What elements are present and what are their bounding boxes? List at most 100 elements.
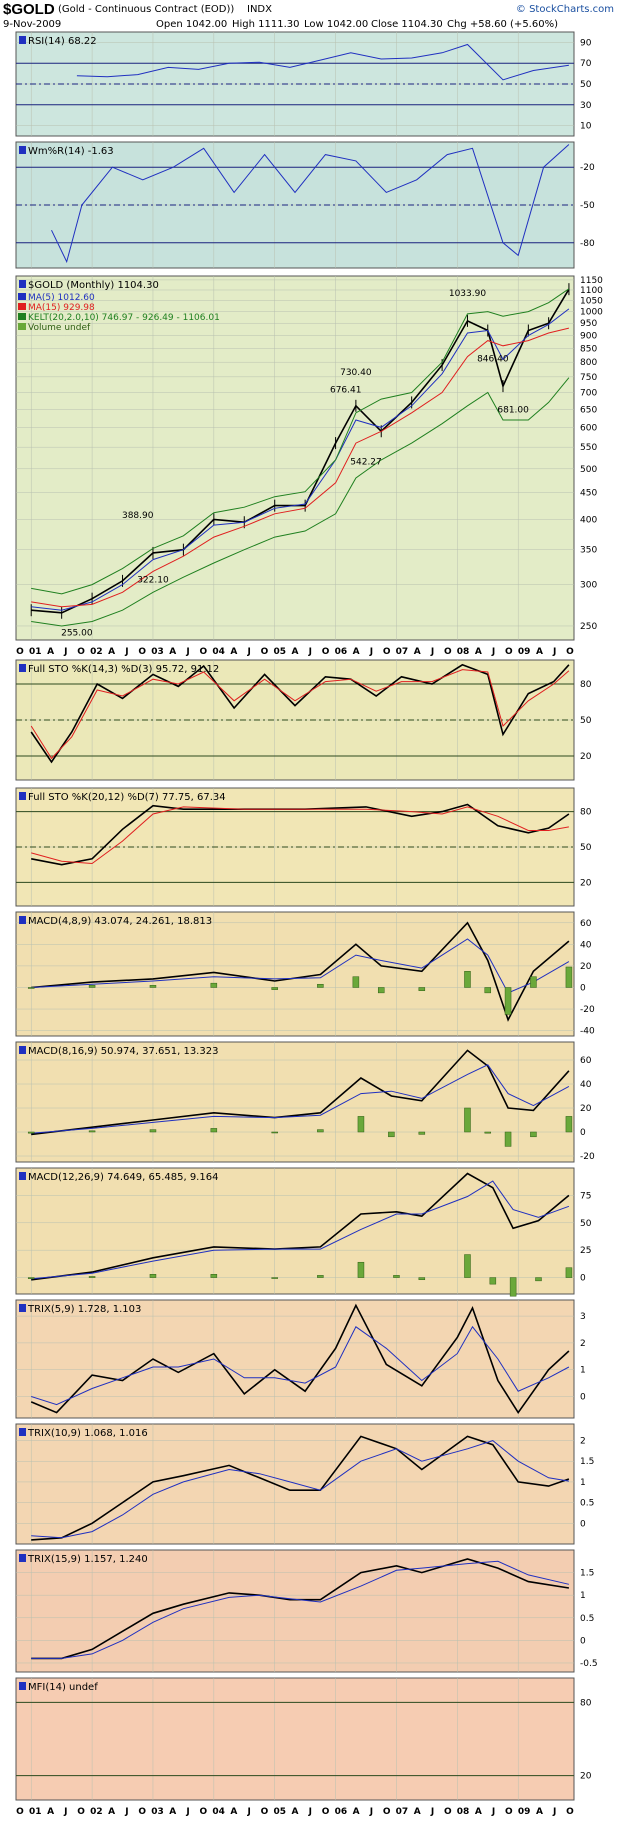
y-tick-label: 400 xyxy=(580,515,597,525)
x-tick-label: J xyxy=(491,1807,495,1817)
panel-icon xyxy=(19,1046,26,1054)
y-tick-label: -20 xyxy=(580,163,595,173)
y-tick-label: 900 xyxy=(580,331,597,341)
x-tick-label: 06 xyxy=(335,1807,348,1817)
y-tick-label: -40 xyxy=(580,1027,595,1037)
histogram-bar xyxy=(357,1116,365,1133)
series-line xyxy=(31,806,569,865)
panel-title: MACD(4,8,9) 43.074, 24.261, 18.813 xyxy=(28,916,212,927)
x-tick-label: A xyxy=(292,1807,299,1817)
panel-title: TRIX(15,9) 1.157, 1.240 xyxy=(27,1554,148,1565)
x-tick-label: 03 xyxy=(151,647,164,657)
x-tick-label: 07 xyxy=(396,647,409,657)
x-tick-label: J xyxy=(491,647,495,657)
histogram-bar xyxy=(388,1131,395,1138)
panel-title: MACD(8,16,9) 50.974, 37.651, 13.323 xyxy=(28,1046,218,1057)
legend-entry: KELT(20,2.0,10) 746.97 - 926.49 - 1106.0… xyxy=(28,313,220,323)
histogram-bar xyxy=(464,1254,471,1278)
histogram-bar xyxy=(149,1274,157,1278)
x-tick-label: J xyxy=(124,1807,128,1817)
x-tick-label: A xyxy=(292,647,299,657)
price-annotation: 255.00 xyxy=(61,628,93,638)
series-line xyxy=(31,1558,570,1660)
price-annotation: 676.41 xyxy=(330,385,362,395)
histogram-bar xyxy=(210,1274,218,1278)
x-tick-label: O xyxy=(77,1807,85,1817)
y-tick-label: -20 xyxy=(580,1005,595,1015)
x-tick-label: 03 xyxy=(151,1807,164,1817)
y-tick-label: 750 xyxy=(580,373,597,383)
histogram-bar xyxy=(317,1275,324,1278)
price-annotation: 388.90 xyxy=(122,511,154,521)
x-tick-label: O xyxy=(444,1807,452,1817)
histogram-bar xyxy=(535,1277,542,1282)
y-tick-label: 60 xyxy=(580,919,592,929)
x-tick-label: 05 xyxy=(273,1807,286,1817)
x-tick-label: 02 xyxy=(90,1807,103,1817)
chart-header: $GOLD (Gold - Continuous Contract (EOD))… xyxy=(0,0,620,32)
panel-background xyxy=(15,275,575,641)
x-tick-label: O xyxy=(77,647,85,657)
legend-swatch xyxy=(18,293,26,300)
y-tick-label: 75 xyxy=(580,1191,591,1201)
y-tick-label: 850 xyxy=(580,344,597,354)
series-line xyxy=(31,327,570,608)
panel-icon xyxy=(19,1304,26,1312)
series-line xyxy=(31,1180,570,1280)
series-line xyxy=(30,1303,570,1415)
panel-icon xyxy=(19,1428,26,1436)
panel-title: RSI(14) 68.22 xyxy=(28,36,97,47)
y-tick-label: 1.5 xyxy=(580,1569,594,1579)
histogram-bar xyxy=(418,1131,426,1135)
series-line xyxy=(76,43,569,81)
x-tick-label: O xyxy=(200,1807,208,1817)
histogram-bar xyxy=(418,987,426,991)
panel-background xyxy=(15,1423,575,1545)
histogram-bar xyxy=(565,1116,573,1133)
panel-icon xyxy=(19,916,26,924)
x-tick-label: A xyxy=(169,647,176,657)
histogram-bar xyxy=(88,985,96,988)
close-value: Close 1104.30 xyxy=(371,19,443,30)
y-tick-label: 3 xyxy=(580,1312,586,1322)
series-line xyxy=(31,1325,570,1406)
histogram-bar xyxy=(27,987,35,989)
x-tick-label: 08 xyxy=(457,1807,470,1817)
y-tick-label: 40 xyxy=(580,940,592,950)
change-value: Chg +58.60 (+5.60%) xyxy=(447,19,558,30)
symbol-title: $GOLD xyxy=(3,1,55,18)
x-tick-label: J xyxy=(185,1807,189,1817)
panel-9 xyxy=(15,1423,575,1545)
panel-title: $GOLD (Monthly) 1104.30 xyxy=(28,280,159,291)
x-tick-label: A xyxy=(108,1807,115,1817)
x-tick-label: 05 xyxy=(273,647,286,657)
y-tick-label: 20 xyxy=(580,1772,592,1782)
panel-7 xyxy=(15,1167,575,1297)
y-tick-label: -0.5 xyxy=(580,1659,598,1669)
series-line xyxy=(30,669,570,760)
y-tick-label: 550 xyxy=(580,443,597,453)
brand-logo[interactable]: © StockCharts.com xyxy=(515,4,614,15)
legend-swatch xyxy=(18,323,26,330)
y-tick-label: 1 xyxy=(580,1591,586,1601)
y-tick-label: 1100 xyxy=(580,286,603,296)
panel-3 xyxy=(15,659,575,781)
series-line xyxy=(31,1440,569,1539)
y-tick-label: 0 xyxy=(580,1636,586,1646)
panel-icon xyxy=(19,146,26,154)
histogram-bar xyxy=(484,987,492,994)
x-tick-label: J xyxy=(63,1807,67,1817)
high-value: High 1111.30 xyxy=(232,19,300,30)
y-tick-label: 700 xyxy=(580,388,597,398)
y-tick-label: 90 xyxy=(580,38,592,48)
y-tick-label: 80 xyxy=(580,680,592,690)
x-tick-label: O xyxy=(383,647,391,657)
histogram-bar xyxy=(504,1131,512,1147)
y-tick-label: -50 xyxy=(580,201,595,211)
y-tick-label: 350 xyxy=(580,546,597,556)
panel-background xyxy=(15,911,575,1037)
x-tick-label: O xyxy=(505,1807,513,1817)
panel-title: TRIX(10,9) 1.068, 1.016 xyxy=(27,1428,148,1439)
histogram-bar xyxy=(418,1277,426,1281)
